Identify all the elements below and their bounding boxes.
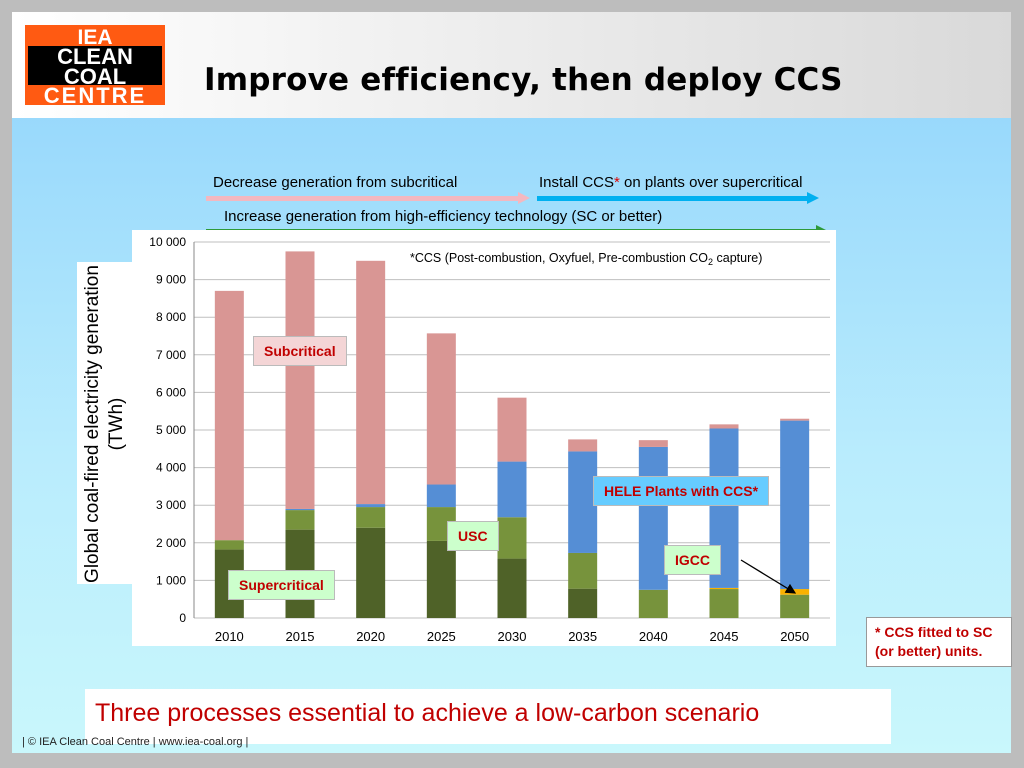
bar-igcc-2050 — [780, 589, 810, 595]
stacked-bar-chart: 0 1 000 2 000 3 000 4 000 5 000 6 000 7 000 8 00… — [149, 235, 830, 644]
y-tick-label: 4 000 — [156, 461, 186, 475]
bar-igcc-2045 — [709, 587, 739, 590]
bar-usc-2020 — [356, 507, 386, 528]
subcritical-decrease-arrow — [206, 192, 530, 204]
bar-usc-2015 — [285, 510, 315, 530]
bar-supercritical-2025 — [426, 540, 456, 618]
y-tick-label: 6 000 — [156, 385, 186, 399]
y-tick-label: 0 — [179, 611, 186, 625]
bar-hele-plants-with-ccs-2040 — [638, 446, 668, 590]
y-tick-label: 8 000 — [156, 310, 186, 324]
ccs-annotation-sub: 2 — [708, 257, 713, 267]
bar-subcritical-2015 — [285, 251, 315, 509]
ccs-annotation-end: capture) — [713, 251, 762, 265]
usc-label: USC — [447, 521, 499, 551]
bar-usc-2030 — [497, 517, 527, 559]
y-axis-label: Global coal-fired electricity generation… — [82, 265, 127, 583]
y-tick-label: 2 000 — [156, 536, 186, 550]
bar-usc-2040 — [638, 589, 668, 618]
x-tick-label: 2050 — [780, 629, 809, 644]
x-tick-label: 2025 — [427, 629, 456, 644]
y-tick-label: 3 000 — [156, 498, 186, 512]
bar-hele-plants-with-ccs-2030 — [497, 461, 527, 518]
bar-hele-plants-with-ccs-2015 — [285, 508, 315, 511]
x-tick-label: 2045 — [710, 629, 739, 644]
bar-subcritical-2035 — [568, 439, 598, 452]
bottom-message: Three processes essential to achieve a l… — [85, 689, 891, 744]
bar-supercritical-2020 — [356, 527, 386, 618]
bar-subcritical-2010 — [214, 290, 244, 541]
y-tick-labels: 0 1 000 2 000 3 000 4 000 5 000 6 000 7 000 8 00… — [149, 235, 186, 625]
subcritical-decrease-label: Decrease generation from subcritical — [213, 174, 458, 191]
install-ccs-label: Install CCS* on plants over supercritica… — [539, 174, 802, 191]
hele-ccs-label: HELE Plants with CCS* — [593, 476, 770, 506]
logo-line-4: CENTRE — [44, 83, 146, 105]
logo-line-3: COAL — [64, 64, 126, 89]
x-tick-label: 2040 — [639, 629, 668, 644]
footer-text: | © IEA Clean Coal Centre | www.iea-coal… — [22, 736, 249, 748]
bar-usc-2045 — [709, 589, 739, 618]
x-tick-label: 2030 — [498, 629, 527, 644]
x-tick-label: 2020 — [356, 629, 385, 644]
bar-hele-plants-with-ccs-2050 — [780, 420, 810, 590]
bar-usc-2050 — [780, 594, 810, 618]
bar-subcritical-2025 — [426, 333, 456, 485]
bar-subcritical-2040 — [638, 440, 668, 447]
igcc-label: IGCC — [664, 545, 721, 575]
bar-subcritical-2045 — [709, 424, 739, 429]
iea-clean-coal-centre-logo: IEA CLEAN COAL CENTRE — [25, 25, 165, 105]
ccs-chart-annotation: *CCS (Post-combustion, Oxyfuel, Pre-comb… — [410, 251, 762, 267]
x-tick-labels: 2010 2015 2020 2025 2030 2035 2040 2045 2050 — [215, 629, 809, 644]
ccs-annotation-main: *CCS (Post-combustion, Oxyfuel, Pre-comb… — [410, 251, 708, 265]
y-tick-label: 1 000 — [156, 573, 186, 587]
subcritical-label: Subcritical — [253, 336, 347, 366]
x-tick-label: 2010 — [215, 629, 244, 644]
install-ccs-star: * — [614, 174, 620, 191]
install-ccs-prefix: Install CCS — [539, 174, 615, 191]
bar-supercritical-2035 — [568, 588, 598, 618]
slide-header — [12, 12, 1011, 118]
ccs-footnote: * CCS fitted to SC (or better) units. — [866, 617, 1012, 667]
logo-line-1: IEA — [77, 26, 112, 49]
y-tick-label: 5 000 — [156, 423, 186, 437]
bar-subcritical-2020 — [356, 260, 386, 505]
y-tick-label: 7 000 — [156, 348, 186, 362]
bar-hele-plants-with-ccs-2035 — [568, 451, 598, 553]
y-tick-label: 10 000 — [149, 235, 186, 249]
y-tick-label: 9 000 — [156, 273, 186, 287]
slide-title: Improve efficiency, then deploy CCS — [204, 62, 843, 98]
bar-usc-2035 — [568, 552, 598, 589]
install-ccs-suffix: on plants over supercritical — [619, 174, 803, 191]
bar-usc-2010 — [214, 540, 244, 550]
x-tick-label: 2035 — [568, 629, 597, 644]
bar-supercritical-2030 — [497, 558, 527, 618]
y-axis-label-box — [77, 262, 133, 584]
logo-line-2: CLEAN — [57, 44, 133, 69]
bar-hele-plants-with-ccs-2025 — [426, 484, 456, 508]
bar-subcritical-2050 — [780, 418, 810, 421]
bar-hele-plants-with-ccs-2020 — [356, 504, 386, 508]
install-ccs-arrow — [537, 192, 819, 204]
x-tick-label: 2015 — [286, 629, 315, 644]
bar-subcritical-2030 — [497, 397, 527, 462]
hele-increase-label: Increase generation from high-efficiency… — [224, 208, 663, 225]
supercritical-label: Supercritical — [228, 570, 335, 600]
